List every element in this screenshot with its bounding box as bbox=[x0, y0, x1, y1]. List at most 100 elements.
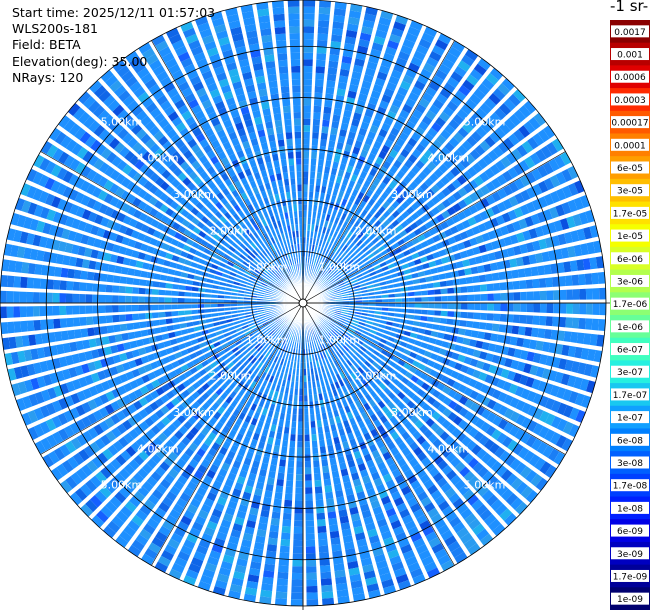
range-gate-cell bbox=[329, 215, 336, 223]
range-gate-cell bbox=[290, 427, 297, 435]
range-gate-cell bbox=[322, 263, 328, 270]
range-gate-cell bbox=[171, 297, 178, 303]
range-gate-cell bbox=[448, 492, 461, 504]
range-gate-cell bbox=[567, 165, 579, 180]
range-gate-cell bbox=[491, 191, 502, 202]
range-gate-cell bbox=[324, 241, 330, 249]
range-gate-cell bbox=[333, 436, 341, 445]
range-gate-cell bbox=[312, 118, 321, 126]
range-gate-cell bbox=[440, 482, 453, 494]
range-gate-cell bbox=[324, 159, 332, 168]
range-gate-cell bbox=[259, 516, 269, 525]
range-gate-cell bbox=[338, 349, 345, 356]
range-gate-cell bbox=[531, 378, 542, 390]
range-gate-cell bbox=[449, 516, 462, 528]
range-gate-cell bbox=[483, 331, 492, 341]
range-gate-cell bbox=[370, 413, 379, 422]
range-gate-cell bbox=[274, 363, 280, 371]
range-gate-cell bbox=[350, 347, 357, 354]
range-gate-cell bbox=[350, 118, 360, 127]
range-gate-cell bbox=[420, 192, 430, 203]
range-gate-cell bbox=[498, 102, 512, 116]
range-gate-cell bbox=[486, 386, 496, 397]
range-gate-cell bbox=[401, 308, 409, 313]
range-gate-cell bbox=[283, 426, 290, 435]
range-gate-cell bbox=[360, 315, 368, 320]
range-gate-cell bbox=[287, 460, 295, 468]
range-gate-cell bbox=[509, 233, 519, 245]
range-gate-cell bbox=[377, 400, 386, 409]
range-gate-cell bbox=[484, 167, 495, 179]
range-gate-cell bbox=[349, 77, 360, 86]
range-gate-cell bbox=[345, 351, 352, 359]
range-gate-cell bbox=[479, 197, 490, 209]
range-gate-cell bbox=[327, 444, 335, 453]
range-gate-cell bbox=[525, 489, 539, 504]
range-gate-cell bbox=[404, 225, 413, 234]
range-gate-cell bbox=[487, 149, 499, 162]
range-gate-cell bbox=[356, 338, 364, 345]
range-gate-cell bbox=[514, 177, 525, 190]
range-gate-cell bbox=[318, 198, 324, 207]
range-gate-cell bbox=[342, 228, 349, 237]
range-gate-cell bbox=[318, 372, 324, 381]
range-gate-cell bbox=[350, 264, 358, 271]
range-gate-cell bbox=[246, 520, 257, 529]
range-gate-cell bbox=[424, 329, 432, 336]
range-gate-cell bbox=[335, 350, 342, 358]
range-gate-cell bbox=[347, 459, 356, 468]
range-gate-cell bbox=[349, 356, 356, 364]
range-gate-cell bbox=[193, 470, 205, 480]
range-gate-cell bbox=[303, 65, 313, 73]
range-gate-cell bbox=[316, 245, 321, 253]
range-gate-cell bbox=[357, 324, 365, 330]
range-gate-cell bbox=[342, 263, 349, 270]
range-gate-cell bbox=[512, 314, 521, 324]
range-gate-cell bbox=[538, 395, 549, 408]
range-gate-cell bbox=[339, 284, 346, 289]
range-gate-cell bbox=[346, 331, 353, 338]
range-gate-cell bbox=[27, 263, 36, 275]
range-gate-cell bbox=[292, 407, 298, 415]
range-gate-cell bbox=[214, 502, 226, 513]
range-gate-cell bbox=[320, 365, 326, 373]
range-gate-cell bbox=[364, 229, 373, 238]
range-gate-cell bbox=[329, 347, 336, 354]
range-gate-cell bbox=[342, 336, 350, 343]
range-gate-cell bbox=[138, 296, 146, 303]
range-gate-cell bbox=[376, 23, 390, 33]
range-gate-cell bbox=[323, 336, 329, 343]
range-gate-cell bbox=[329, 174, 336, 182]
range-gate-cell bbox=[270, 518, 281, 526]
range-gate-cell bbox=[348, 10, 362, 19]
range-gate-cell bbox=[373, 112, 384, 122]
range-gate-cell bbox=[270, 383, 277, 391]
range-gate-cell bbox=[427, 484, 439, 495]
range-gate-cell bbox=[330, 382, 337, 391]
range-gate-cell bbox=[389, 415, 399, 425]
range-gate-cell bbox=[338, 204, 345, 213]
range-gate-cell bbox=[303, 105, 311, 113]
range-gate-cell bbox=[461, 435, 472, 447]
range-gate-cell bbox=[378, 64, 390, 75]
range-gate-cell bbox=[119, 276, 128, 285]
range-gate-cell bbox=[435, 93, 448, 105]
range-gate-cell bbox=[224, 456, 234, 466]
range-gate-cell bbox=[352, 64, 364, 74]
range-gate-cell bbox=[329, 457, 338, 466]
range-gate-cell bbox=[582, 226, 593, 240]
range-gate-cell bbox=[366, 241, 374, 249]
range-gate-cell bbox=[13, 321, 22, 334]
range-gate-cell bbox=[441, 57, 455, 70]
range-gate-cell bbox=[453, 89, 467, 102]
range-gate-cell bbox=[398, 229, 408, 238]
range-gate-cell bbox=[315, 238, 320, 246]
range-gate-cell bbox=[442, 82, 456, 94]
range-gate-cell bbox=[516, 360, 526, 372]
range-gate-cell bbox=[224, 478, 235, 488]
range-gate-cell bbox=[238, 469, 249, 479]
range-gate-cell bbox=[371, 338, 380, 345]
range-gate-cell bbox=[404, 32, 418, 43]
range-gate-cell bbox=[557, 402, 568, 416]
range-gate-cell bbox=[339, 363, 347, 371]
